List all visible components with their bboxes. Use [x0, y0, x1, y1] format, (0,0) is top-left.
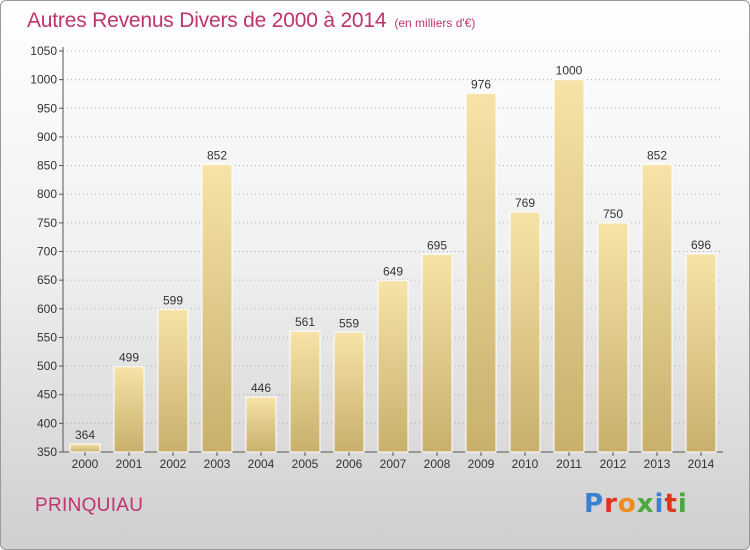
- bar: [69, 443, 101, 453]
- title-row: Autres Revenus Divers de 2000 à 2014 (en …: [27, 9, 475, 33]
- y-tick-label: 650: [37, 273, 57, 287]
- y-tick-label: 800: [37, 187, 57, 201]
- data-label: 446: [251, 381, 271, 395]
- bar: [333, 331, 365, 453]
- x-tick-label: 2004: [248, 457, 275, 471]
- bar: [201, 163, 233, 453]
- data-label: 559: [339, 316, 359, 330]
- x-tick-label: 2014: [688, 457, 715, 471]
- bar: [157, 308, 189, 453]
- data-label: 696: [691, 238, 711, 252]
- y-tick-label: 850: [37, 159, 57, 173]
- data-label: 364: [75, 428, 95, 442]
- data-label: 599: [163, 293, 183, 307]
- data-label: 852: [647, 148, 667, 162]
- bar: [597, 222, 629, 453]
- bar: [113, 366, 145, 453]
- data-label: 852: [207, 148, 227, 162]
- y-tick-label: 500: [37, 359, 57, 373]
- bar: [509, 211, 541, 453]
- data-label: 561: [295, 315, 315, 329]
- y-tick-label: 950: [37, 101, 57, 115]
- bar: [421, 253, 453, 453]
- x-tick-label: 2003: [204, 457, 231, 471]
- logo-letter: x: [636, 489, 655, 519]
- chart-title: Autres Revenus Divers de 2000 à 2014: [27, 9, 387, 32]
- x-tick-label: 2005: [292, 457, 319, 471]
- logo-letter: r: [604, 489, 618, 519]
- x-tick-label: 2012: [600, 457, 627, 471]
- logo-letter: i: [654, 489, 665, 519]
- data-label: 695: [427, 238, 447, 252]
- logo-letter: t: [664, 489, 678, 519]
- x-tick-label: 2011: [556, 457, 582, 471]
- x-tick-label: 2001: [116, 457, 143, 471]
- logo-letter: o: [617, 489, 637, 519]
- data-label: 750: [603, 207, 623, 221]
- data-label: 649: [383, 265, 403, 279]
- data-label: 499: [119, 351, 139, 365]
- x-tick-label: 2007: [380, 457, 407, 471]
- bar: [289, 330, 321, 453]
- x-tick-label: 2009: [468, 457, 495, 471]
- bar: [685, 253, 717, 453]
- y-tick-label: 1000: [30, 73, 57, 87]
- y-tick-label: 400: [37, 416, 57, 430]
- y-tick-label: 750: [37, 216, 57, 230]
- x-tick-label: 2000: [72, 457, 99, 471]
- x-tick-label: 2013: [644, 457, 671, 471]
- bar: [465, 92, 497, 453]
- data-label: 769: [515, 196, 535, 210]
- x-tick-label: 2008: [424, 457, 451, 471]
- y-tick-label: 600: [37, 302, 57, 316]
- y-tick-label: 1050: [30, 44, 57, 58]
- x-tick-label: 2010: [512, 457, 539, 471]
- bar: [641, 163, 673, 453]
- data-label: 1000: [556, 64, 583, 78]
- bar: [245, 396, 277, 453]
- bar: [553, 79, 585, 453]
- data-label: 976: [471, 77, 491, 91]
- x-tick-label: 2002: [160, 457, 187, 471]
- chart-subtitle: (en milliers d'€): [394, 16, 476, 30]
- y-tick-label: 550: [37, 330, 57, 344]
- y-tick-label: 350: [37, 445, 57, 459]
- commune-name: PRINQUIAU: [35, 495, 144, 516]
- y-tick-label: 450: [37, 388, 57, 402]
- x-tick-label: 2006: [336, 457, 363, 471]
- bar: [377, 280, 409, 453]
- y-tick-label: 900: [37, 130, 57, 144]
- proxiti-logo: Proxiti: [584, 489, 688, 519]
- logo-letter: P: [584, 489, 605, 519]
- logo-letter: i: [677, 489, 688, 519]
- y-tick-label: 700: [37, 245, 57, 259]
- bar-chart: 350 400 450 500 550 600 650 700 750 800 850 900 950 1…: [30, 44, 723, 471]
